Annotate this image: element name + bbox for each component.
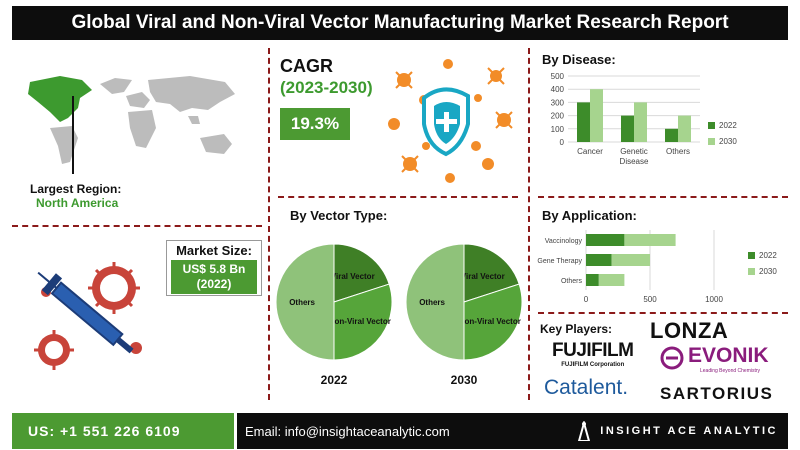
market-size-value-box: US$ 5.8 Bn (2022) bbox=[171, 260, 257, 294]
market-size-card: Market Size: US$ 5.8 Bn (2022) bbox=[166, 240, 262, 296]
pie-label: Others bbox=[289, 298, 315, 307]
market-size-value: US$ 5.8 Bn bbox=[182, 262, 246, 276]
x-tick-label: 0 bbox=[584, 295, 589, 304]
key-players-label: Key Players: bbox=[540, 322, 613, 336]
bar-2022 bbox=[586, 274, 599, 286]
y-tick-label: Vaccinology bbox=[545, 238, 583, 245]
bar-2030 bbox=[611, 254, 650, 266]
pie-label: Viral Vector bbox=[331, 272, 375, 281]
vector-type-pies: Viral Vector Non-Viral Vector Others 2022 Vi… bbox=[275, 243, 523, 387]
largest-region-value: North America bbox=[36, 196, 119, 210]
divider bbox=[278, 196, 518, 198]
legend-label: 2022 bbox=[759, 251, 777, 260]
legend-swatch bbox=[708, 122, 715, 129]
fujifilm-logo: FUJIFILM FUJIFILM Corporation bbox=[552, 340, 634, 368]
divider bbox=[268, 48, 270, 400]
application-chart-title: By Application: bbox=[542, 208, 637, 223]
y-tick-label: 300 bbox=[551, 98, 565, 107]
pie-slice bbox=[463, 243, 520, 303]
disease-chart-title: By Disease: bbox=[542, 52, 616, 67]
market-size-label: Market Size: bbox=[176, 243, 252, 258]
legend-swatch bbox=[708, 138, 715, 145]
pie-slice bbox=[275, 243, 335, 361]
footer-bar: Email: info@insightaceanalytic.com INSIG… bbox=[237, 413, 788, 449]
pie-slice bbox=[463, 283, 523, 361]
pie-label: Non-Viral Vector bbox=[329, 317, 391, 326]
legend-swatch bbox=[748, 268, 755, 275]
footer-phone[interactable]: US: +1 551 226 6109 bbox=[12, 413, 234, 449]
bar-2022 bbox=[586, 254, 612, 266]
y-tick-label: 500 bbox=[551, 72, 565, 81]
footer-email[interactable]: Email: info@insightaceanalytic.com bbox=[245, 424, 450, 439]
bar-2030 bbox=[624, 234, 676, 246]
pie-slice bbox=[405, 243, 465, 361]
insightace-logo-icon bbox=[577, 421, 591, 441]
virus-shield-icon bbox=[388, 59, 513, 183]
legend-swatch bbox=[748, 252, 755, 259]
y-tick-label: 100 bbox=[551, 125, 565, 134]
world-map-icon bbox=[28, 76, 235, 164]
x-tick-label: Genetic bbox=[620, 147, 648, 156]
divider bbox=[12, 225, 262, 227]
x-tick-label: 1000 bbox=[705, 295, 723, 304]
bar-2030 bbox=[634, 102, 647, 142]
pie-year: 2030 bbox=[451, 373, 478, 387]
x-tick-label: Others bbox=[666, 147, 690, 156]
legend-label: 2030 bbox=[759, 267, 777, 276]
x-tick-label: Cancer bbox=[577, 147, 603, 156]
catalent-logo: Catalent. bbox=[544, 376, 629, 399]
y-tick-label: 400 bbox=[551, 85, 565, 94]
largest-region-label: Largest Region: bbox=[30, 182, 122, 196]
cagr-title: CAGR bbox=[280, 56, 333, 76]
bar-2022 bbox=[665, 128, 678, 142]
pie-slice bbox=[333, 283, 393, 361]
y-tick-label: Others bbox=[561, 278, 583, 285]
application-chart: 0 500 1000 Vaccinology Gene Therapy Others 202… bbox=[537, 230, 777, 304]
y-tick-label: 200 bbox=[551, 112, 565, 121]
pie-slice bbox=[333, 243, 390, 303]
evonik-logo-subtext: Leading Beyond Chemistry bbox=[700, 368, 761, 374]
vector-type-title: By Vector Type: bbox=[290, 208, 388, 223]
pie-year: 2022 bbox=[321, 373, 348, 387]
bar-2030 bbox=[678, 115, 691, 142]
fujifilm-logo-text: FUJIFILM bbox=[552, 340, 634, 361]
bar-2030 bbox=[598, 274, 625, 286]
bar-2022 bbox=[621, 115, 634, 142]
evonik-logo-text: EVONIK bbox=[688, 344, 769, 367]
bar-2030 bbox=[590, 89, 603, 142]
market-size-year: (2022) bbox=[196, 277, 232, 291]
divider bbox=[528, 48, 530, 400]
evonik-mark-icon bbox=[660, 346, 684, 370]
sartorius-logo: SARTORIUS bbox=[660, 384, 774, 403]
divider bbox=[538, 312, 788, 314]
legend-label: 2022 bbox=[719, 121, 737, 130]
report-title: Global Viral and Non-Viral Vector Manufa… bbox=[12, 6, 788, 40]
cagr-years: (2023-2030) bbox=[280, 78, 373, 97]
region-pointer bbox=[72, 96, 74, 174]
x-tick-label: 500 bbox=[643, 295, 657, 304]
pie-label: Viral Vector bbox=[461, 272, 505, 281]
footer-brand: INSIGHT ACE ANALYTIC bbox=[600, 425, 778, 437]
syringe-virus-icon bbox=[34, 262, 142, 370]
fujifilm-logo-subtext: FUJIFILM Corporation bbox=[561, 362, 625, 368]
pie-label: Others bbox=[419, 298, 445, 307]
pie-label: Non-Viral Vector bbox=[459, 317, 521, 326]
bar-2022 bbox=[586, 234, 625, 246]
lonza-logo: LONZA bbox=[650, 318, 729, 343]
x-tick-label: Disease bbox=[620, 157, 649, 166]
y-tick-label: 0 bbox=[560, 138, 565, 147]
bar-2022 bbox=[577, 102, 590, 142]
cagr-value: 19.3% bbox=[280, 108, 350, 140]
y-tick-label: Gene Therapy bbox=[537, 258, 582, 265]
legend-label: 2030 bbox=[719, 137, 737, 146]
divider bbox=[538, 196, 788, 198]
